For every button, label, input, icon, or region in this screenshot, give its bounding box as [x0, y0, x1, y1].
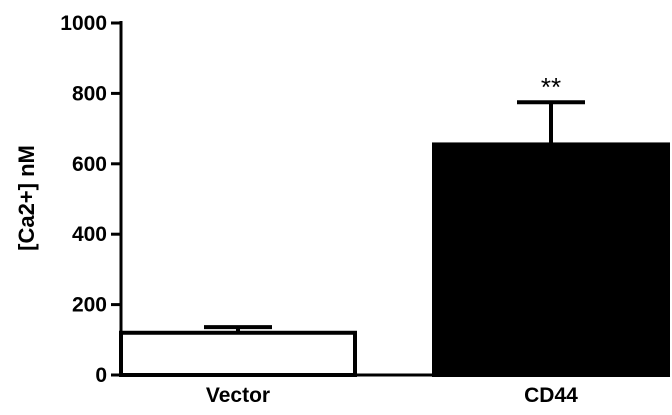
y-tick-label: 800: [72, 82, 107, 105]
y-tick-label: 1000: [60, 12, 107, 35]
x-tick-label: CD44: [524, 384, 578, 407]
x-tick-label: Vector: [206, 384, 270, 407]
plot-area: Vector CD44 ** 0 200 400 600 800 1000: [60, 12, 670, 407]
y-tick-label: 600: [72, 153, 107, 176]
bar-cd44: [432, 142, 670, 377]
y-axis-title: [Ca2+] nM: [14, 145, 39, 251]
y-tick-label: 200: [72, 294, 107, 317]
y-tick-label: 400: [72, 223, 107, 246]
bar-vector: [119, 330, 357, 378]
y-tick-label: 0: [95, 364, 107, 387]
significance-label: **: [541, 72, 561, 102]
